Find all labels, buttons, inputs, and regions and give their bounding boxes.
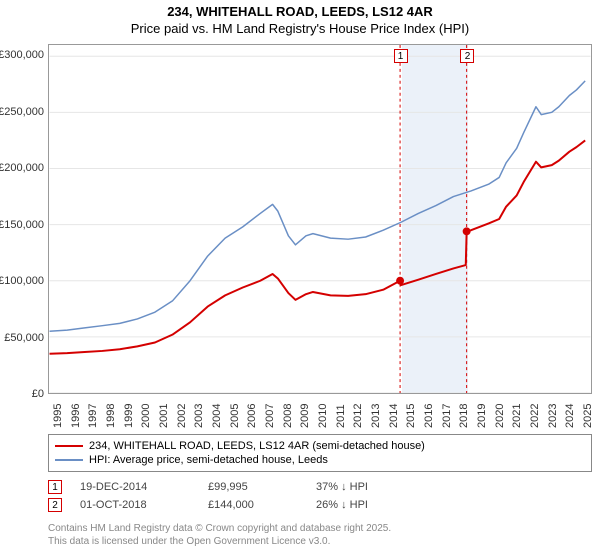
- x-tick-label: 2009: [299, 404, 311, 428]
- chart-plot-area: 12: [48, 44, 592, 394]
- legend: 234, WHITEHALL ROAD, LEEDS, LS12 4AR (se…: [48, 434, 592, 472]
- x-tick-label: 2003: [193, 404, 205, 428]
- marker-date: 19-DEC-2014: [80, 481, 190, 493]
- marker-diff: 26% ↓ HPI: [316, 499, 396, 511]
- chart-marker-num-box: 2: [460, 49, 474, 63]
- x-tick-label: 2012: [352, 404, 364, 428]
- x-tick-label: 2024: [564, 404, 576, 428]
- sale-markers-layer: [49, 45, 591, 393]
- y-tick-label: £0: [0, 388, 44, 400]
- x-tick-label: 2014: [388, 404, 400, 428]
- x-tick-label: 2007: [264, 404, 276, 428]
- x-tick-label: 2020: [494, 404, 506, 428]
- y-tick-label: £100,000: [0, 275, 44, 287]
- legend-label: 234, WHITEHALL ROAD, LEEDS, LS12 4AR (se…: [89, 440, 425, 452]
- x-tick-label: 1998: [105, 404, 117, 428]
- x-tick-label: 2008: [282, 404, 294, 428]
- footer-line1: Contains HM Land Registry data © Crown c…: [48, 522, 592, 535]
- marker-num-box: 2: [48, 498, 62, 512]
- title-block: 234, WHITEHALL ROAD, LEEDS, LS12 4AR Pri…: [0, 0, 600, 38]
- x-tick-label: 2013: [370, 404, 382, 428]
- x-tick-label: 2004: [211, 404, 223, 428]
- x-tick-label: 2016: [423, 404, 435, 428]
- footer: Contains HM Land Registry data © Crown c…: [48, 522, 592, 548]
- legend-swatch: [55, 445, 83, 447]
- x-tick-label: 2018: [458, 404, 470, 428]
- marker-price: £99,995: [208, 481, 298, 493]
- chart-marker-num-box: 1: [394, 49, 408, 63]
- x-tick-label: 2006: [246, 404, 258, 428]
- y-tick-label: £50,000: [0, 332, 44, 344]
- title-line2: Price paid vs. HM Land Registry's House …: [0, 21, 600, 38]
- legend-swatch: [55, 459, 83, 461]
- chart-container: 234, WHITEHALL ROAD, LEEDS, LS12 4AR Pri…: [0, 0, 600, 560]
- marker-num-box: 1: [48, 480, 62, 494]
- marker-table-row: 1 19-DEC-2014 £99,995 37% ↓ HPI: [48, 478, 592, 496]
- x-tick-label: 2022: [529, 404, 541, 428]
- x-tick-label: 2011: [335, 404, 347, 428]
- marker-diff: 37% ↓ HPI: [316, 481, 396, 493]
- x-tick-label: 1996: [70, 404, 82, 428]
- x-tick-label: 2017: [441, 404, 453, 428]
- x-tick-label: 2025: [582, 404, 594, 428]
- legend-label: HPI: Average price, semi-detached house,…: [89, 454, 328, 466]
- x-tick-label: 1997: [87, 404, 99, 428]
- x-tick-label: 2005: [229, 404, 241, 428]
- x-tick-label: 2001: [158, 404, 170, 428]
- x-tick-label: 2019: [476, 404, 488, 428]
- x-tick-label: 2010: [317, 404, 329, 428]
- y-tick-label: £300,000: [0, 49, 44, 61]
- x-tick-label: 2002: [176, 404, 188, 428]
- title-line1: 234, WHITEHALL ROAD, LEEDS, LS12 4AR: [0, 4, 600, 21]
- y-tick-label: £150,000: [0, 219, 44, 231]
- legend-row-property: 234, WHITEHALL ROAD, LEEDS, LS12 4AR (se…: [55, 439, 585, 453]
- footer-line2: This data is licensed under the Open Gov…: [48, 535, 592, 548]
- y-tick-label: £200,000: [0, 162, 44, 174]
- marker-price: £144,000: [208, 499, 298, 511]
- marker-date: 01-OCT-2018: [80, 499, 190, 511]
- x-tick-label: 1995: [52, 404, 64, 428]
- x-tick-label: 2015: [405, 404, 417, 428]
- x-tick-label: 2023: [547, 404, 559, 428]
- legend-row-hpi: HPI: Average price, semi-detached house,…: [55, 453, 585, 467]
- marker-table-row: 2 01-OCT-2018 £144,000 26% ↓ HPI: [48, 496, 592, 514]
- y-tick-label: £250,000: [0, 106, 44, 118]
- marker-table: 1 19-DEC-2014 £99,995 37% ↓ HPI 2 01-OCT…: [48, 478, 592, 514]
- x-tick-label: 2000: [140, 404, 152, 428]
- x-tick-label: 2021: [511, 404, 523, 428]
- x-tick-label: 1999: [123, 404, 135, 428]
